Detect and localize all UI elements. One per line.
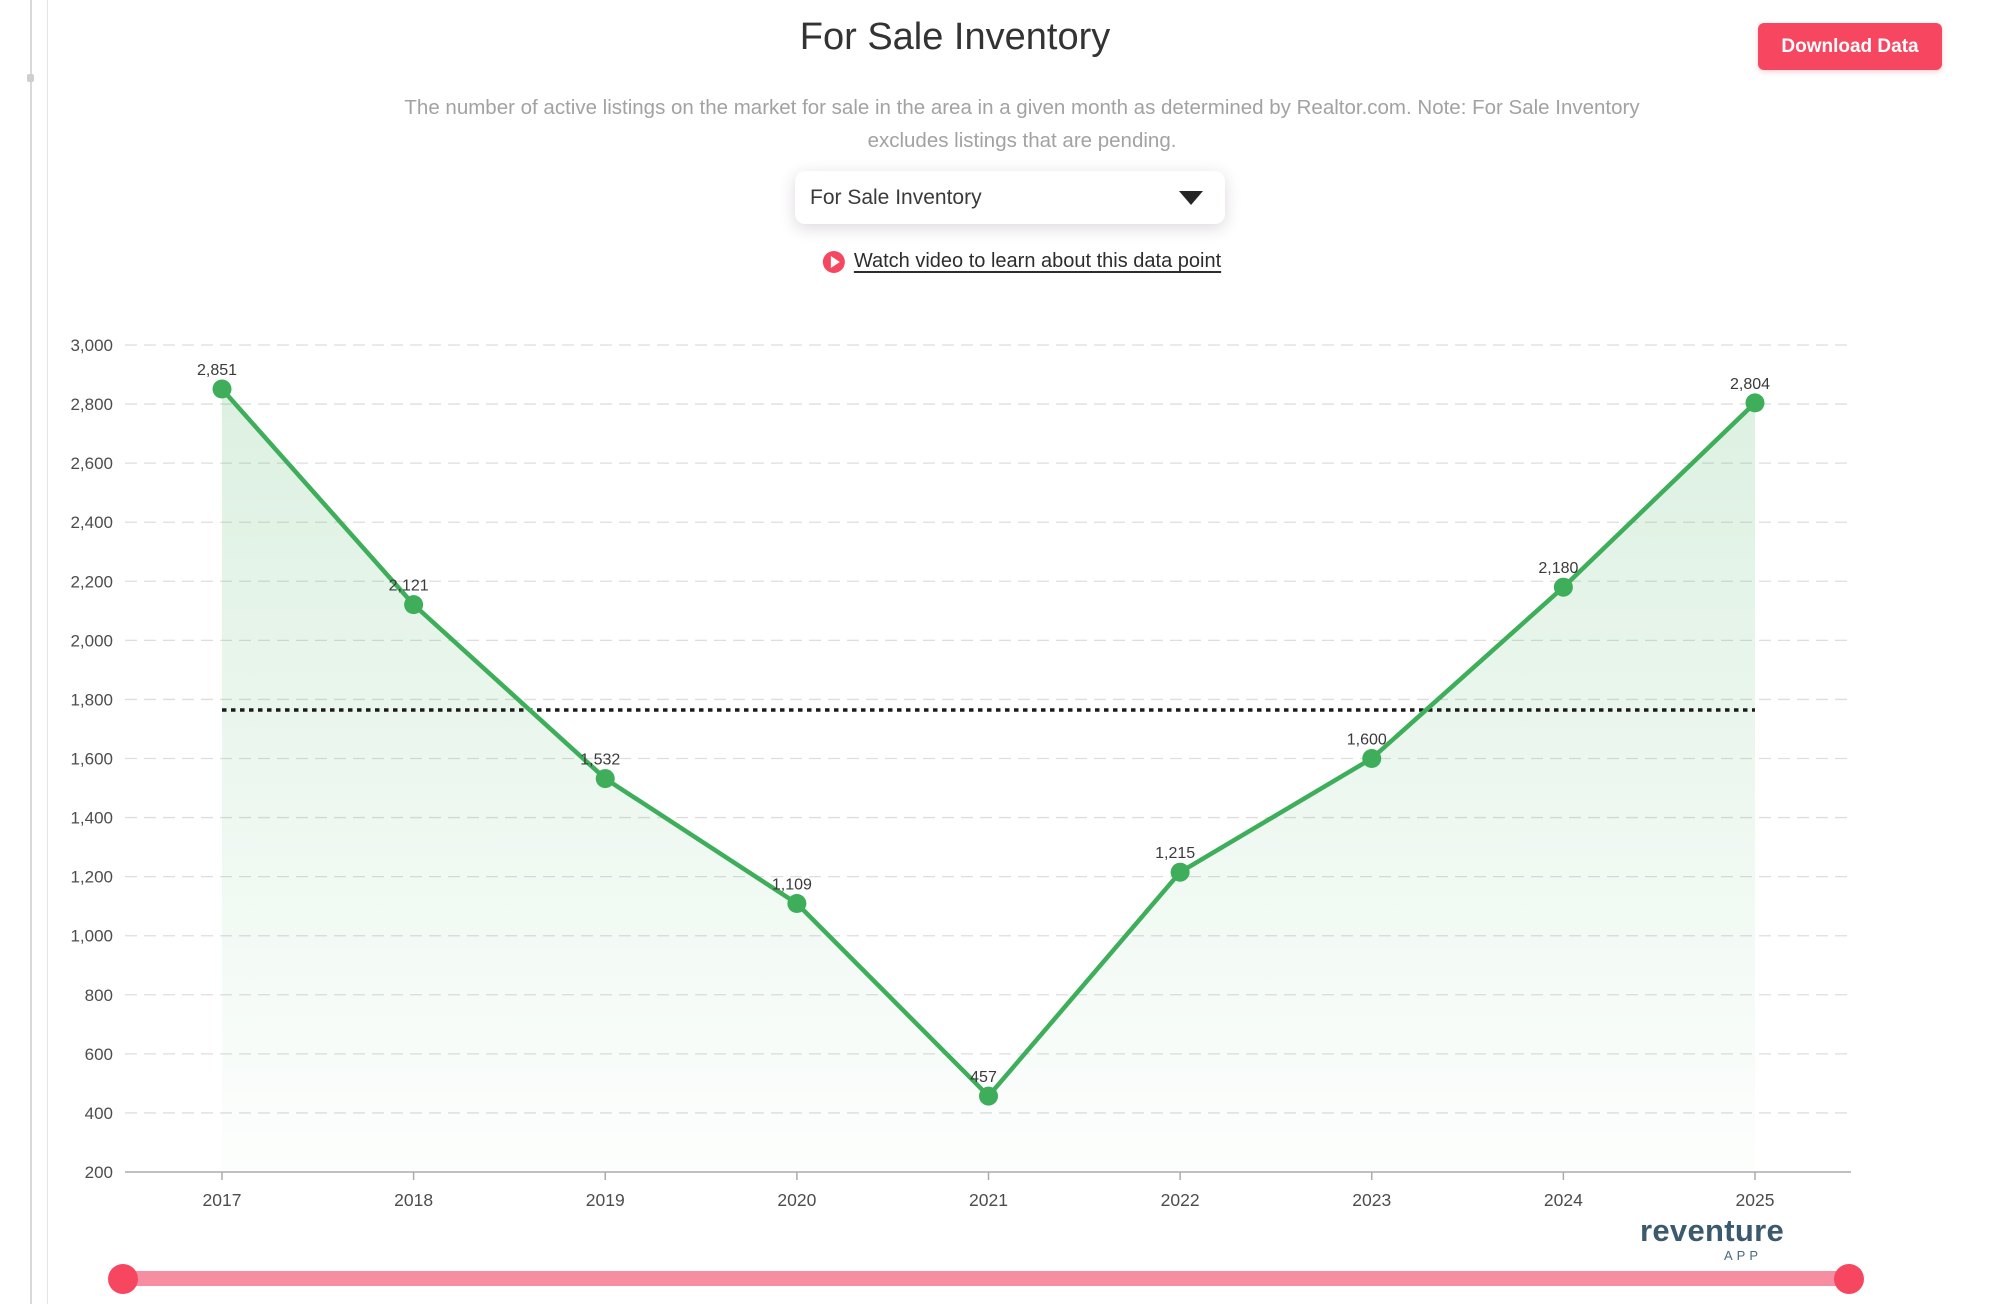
data-point[interactable] <box>212 379 232 399</box>
watch-video-label: Watch video to learn about this data poi… <box>853 250 1222 272</box>
x-axis-tick-label: 2021 <box>969 1190 1008 1210</box>
y-axis-tick-label: 2,000 <box>70 631 113 650</box>
data-point-label: 2,180 <box>1538 560 1578 577</box>
data-point-label: 457 <box>970 1069 997 1086</box>
y-axis-tick-label: 1,000 <box>70 927 113 946</box>
metric-dropdown-value: For Sale Inventory <box>810 185 982 209</box>
data-point[interactable] <box>1745 393 1765 413</box>
y-axis-tick-label: 1,800 <box>70 690 113 709</box>
y-axis-tick-label: 1,200 <box>70 868 113 887</box>
y-axis-tick-label: 2,600 <box>70 454 113 473</box>
panel-edge-handle <box>27 74 34 82</box>
data-point-label: 1,600 <box>1347 732 1387 749</box>
data-point[interactable] <box>404 595 424 615</box>
timeline-range-slider[interactable] <box>108 1263 1864 1294</box>
y-axis-tick-label: 1,600 <box>70 750 113 769</box>
data-point-label: 2,804 <box>1730 376 1770 393</box>
x-axis-tick-label: 2017 <box>203 1190 242 1210</box>
data-point[interactable] <box>595 769 615 789</box>
x-axis-tick-label: 2018 <box>394 1190 433 1210</box>
data-point[interactable] <box>1553 577 1573 597</box>
metric-dropdown[interactable]: For Sale Inventory <box>795 171 1225 224</box>
reventure-logo: reventure APP <box>1640 1213 1784 1263</box>
x-axis-tick-label: 2022 <box>1161 1190 1200 1210</box>
data-point[interactable] <box>1170 862 1190 882</box>
y-axis-tick-label: 200 <box>85 1163 113 1182</box>
chevron-down-icon <box>1179 190 1203 205</box>
slider-handle-right[interactable] <box>1834 1263 1864 1294</box>
data-point[interactable] <box>979 1086 998 1106</box>
panel-edge-line <box>30 0 32 1304</box>
y-axis-tick-label: 800 <box>85 986 113 1005</box>
watch-video-link[interactable]: Watch video to learn about this data poi… <box>822 250 1222 273</box>
x-axis-tick-label: 2024 <box>1544 1190 1583 1210</box>
y-axis-tick-label: 2,200 <box>70 572 113 591</box>
x-axis-tick-label: 2019 <box>586 1190 625 1210</box>
reventure-logo-text: reventure <box>1640 1213 1784 1248</box>
data-point-label: 1,532 <box>580 752 620 769</box>
y-axis-tick-label: 2,400 <box>70 513 113 532</box>
data-point-label: 1,215 <box>1155 845 1195 862</box>
data-point-label: 2,851 <box>197 362 237 379</box>
y-axis-tick-label: 2,800 <box>70 395 113 414</box>
x-axis-tick-label: 2020 <box>777 1190 816 1210</box>
y-axis-tick-label: 400 <box>85 1104 113 1123</box>
y-axis-tick-label: 600 <box>85 1045 113 1064</box>
slider-handle-left[interactable] <box>108 1263 138 1294</box>
chart-description: The number of active listings on the mar… <box>404 96 1640 152</box>
data-point-label: 1,109 <box>772 877 812 894</box>
data-point[interactable] <box>787 894 807 914</box>
panel-edge-line <box>47 0 48 1304</box>
series-area-fill <box>222 389 1755 1173</box>
reventure-logo-sub-text: APP <box>1723 1248 1762 1263</box>
page-title: For Sale Inventory <box>799 16 1111 58</box>
data-point[interactable] <box>1362 749 1382 768</box>
download-data-button[interactable]: Download Data <box>1758 23 1942 70</box>
x-axis-tick-label: 2023 <box>1352 1190 1391 1210</box>
y-axis-tick-label: 3,000 <box>70 336 113 355</box>
x-axis-tick-label: 2025 <box>1736 1190 1775 1210</box>
data-point-label: 2,121 <box>389 578 429 595</box>
play-icon <box>822 250 845 273</box>
y-axis-tick-label: 1,400 <box>70 809 113 828</box>
